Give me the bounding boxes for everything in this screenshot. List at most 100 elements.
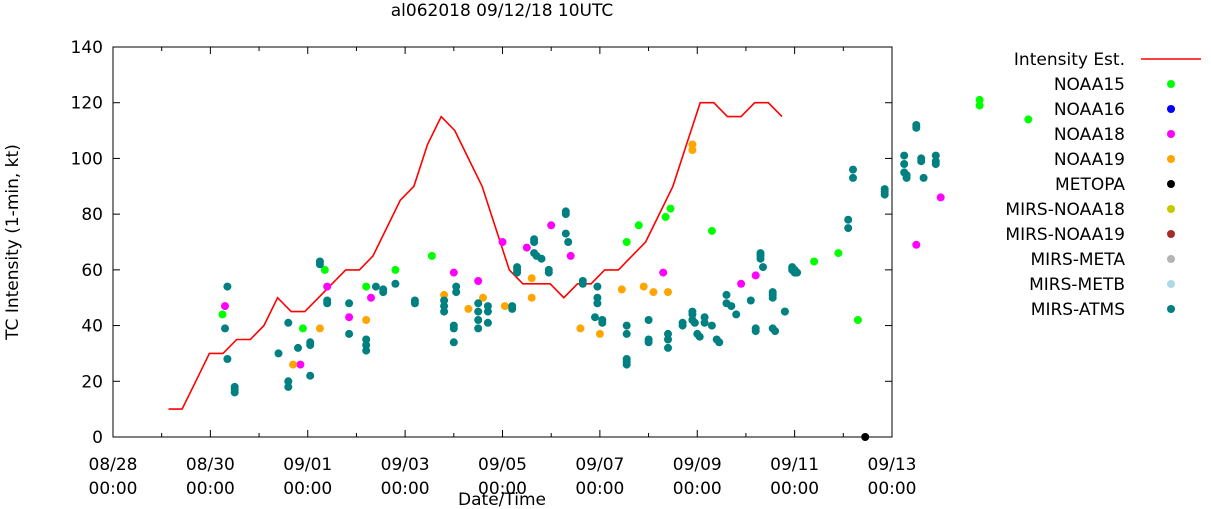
data-point-mirs-atms [483,302,492,311]
data-point-mirs-atms [695,332,704,341]
data-point-mirs-atms [230,388,239,397]
data-point-noaa19 [362,316,371,324]
y-tick-label: 120 [71,94,103,114]
data-point-mirs-atms [544,268,553,277]
data-point-mirs-atms [223,282,232,291]
data-point-mirs-atms [410,299,419,308]
legend-label: MIRS-ATMS [1031,300,1125,320]
legend-label: NOAA18 [1054,125,1125,145]
data-point-mirs-atms [345,329,354,338]
data-point-mirs-atms [483,307,492,316]
data-point-mirs-atms [644,316,653,324]
data-point-mirs-atms [483,318,492,327]
data-point-noaa18 [566,251,575,260]
legend-point-swatch [1167,80,1175,88]
x-tick-time: 00:00 [381,479,430,499]
data-point-noaa18 [751,271,760,280]
data-point-mirs-atms [362,346,371,355]
data-point-mirs-atms [474,316,483,324]
data-point-noaa15 [391,265,400,274]
data-point-noaa19 [617,285,626,294]
x-tick-date: 09/03 [381,455,430,475]
data-point-mirs-atms [732,310,741,319]
data-point-noaa19 [649,288,658,297]
data-point-mirs-atms [221,324,229,333]
data-point-mirs-atms [664,343,672,352]
legend: Intensity Est. NOAA15 NOAA16 NOAA18 NOAA19 ME… [1005,50,1201,320]
y-tick-label: 20 [81,372,103,392]
legend-label: MIRS-META [1030,250,1125,270]
data-point-noaa19 [576,324,585,333]
data-point-mirs-atms [306,341,315,350]
data-point-mirs-atms [440,307,449,316]
x-tick-date: 09/13 [868,455,917,475]
data-point-noaa18 [296,360,305,369]
data-point-mirs-atms [306,371,315,380]
data-point-mirs-atms [537,254,546,263]
data-point-mirs-atms [919,173,928,182]
data-point-mirs-atms [530,238,539,246]
y-tick-label: 60 [81,261,103,281]
data-point-noaa15 [1024,115,1033,124]
data-point-mirs-atms [513,268,522,277]
x-tick-time: 00:00 [770,479,819,499]
data-point-mirs-atms [284,377,293,386]
data-point-noaa19 [688,146,697,155]
data-point-mirs-atms [593,299,602,308]
data-point-noaa15 [975,101,984,110]
data-point-mirs-atms [790,265,799,274]
data-point-noaa19 [527,274,536,283]
data-point-mirs-atms [362,335,371,344]
data-point-mirs-atms [756,254,765,263]
data-point-mirs-atms [700,313,709,322]
data-point-noaa18 [221,302,229,311]
series-line-intensity [168,101,783,410]
data-point-mirs-atms [284,382,293,391]
data-point-mirs-atms [707,321,716,330]
data-point-noaa15 [810,257,819,266]
data-point-noaa19 [464,304,473,313]
legend-label: NOAA16 [1054,100,1125,120]
y-tick-label: 100 [71,149,103,169]
data-point-mirs-atms [449,338,458,347]
data-point-mirs-atms [508,304,517,313]
data-point-mirs-atms [900,160,909,168]
x-tick-time: 00:00 [478,479,527,499]
data-point-mirs-atms [345,299,354,308]
data-point-noaa18 [936,193,945,202]
data-point-mirs-atms [900,151,909,160]
data-point-noaa15 [622,238,631,246]
data-point-mirs-atms [678,321,687,330]
data-point-noaa15 [218,310,227,319]
x-tick-date: 09/11 [770,455,819,475]
data-point-mirs-atms [664,329,672,338]
data-point-noaa19 [479,293,487,302]
data-point-mirs-atms [622,321,631,330]
x-tick-time: 00:00 [186,479,235,499]
data-point-mirs-atms [849,173,857,182]
chart-title: al062018 09/12/18 10UTC [391,1,614,21]
x-tick-time: 00:00 [575,479,624,499]
data-point-mirs-atms [917,157,926,166]
data-point-mirs-atms [727,302,736,311]
x-tick-date: 09/01 [283,455,332,475]
data-point-mirs-atms [771,327,780,336]
data-point-mirs-atms [912,123,921,132]
data-point-noaa15 [634,221,643,230]
data-point-mirs-atms [452,288,461,297]
axis-ticks: 0 20 40 60 80 100 120 140 08/28 00:00 08/30 00:00 09… [71,38,917,499]
legend-label: Intensity Est. [1014,50,1125,70]
data-point-mirs-atms [362,341,371,350]
data-point-mirs-atms [391,279,400,288]
data-point-mirs-atms [844,215,853,224]
data-point-mirs-atms [931,151,940,160]
data-point-mirs-atms [746,296,755,305]
data-point-noaa18 [345,313,354,322]
data-point-mirs-atms [474,324,483,333]
legend-label: NOAA15 [1054,75,1125,95]
data-point-noaa15 [362,282,371,291]
x-tick-date: 08/30 [186,455,235,475]
data-point-mirs-atms [294,343,302,352]
data-point-noaa19 [688,140,697,149]
